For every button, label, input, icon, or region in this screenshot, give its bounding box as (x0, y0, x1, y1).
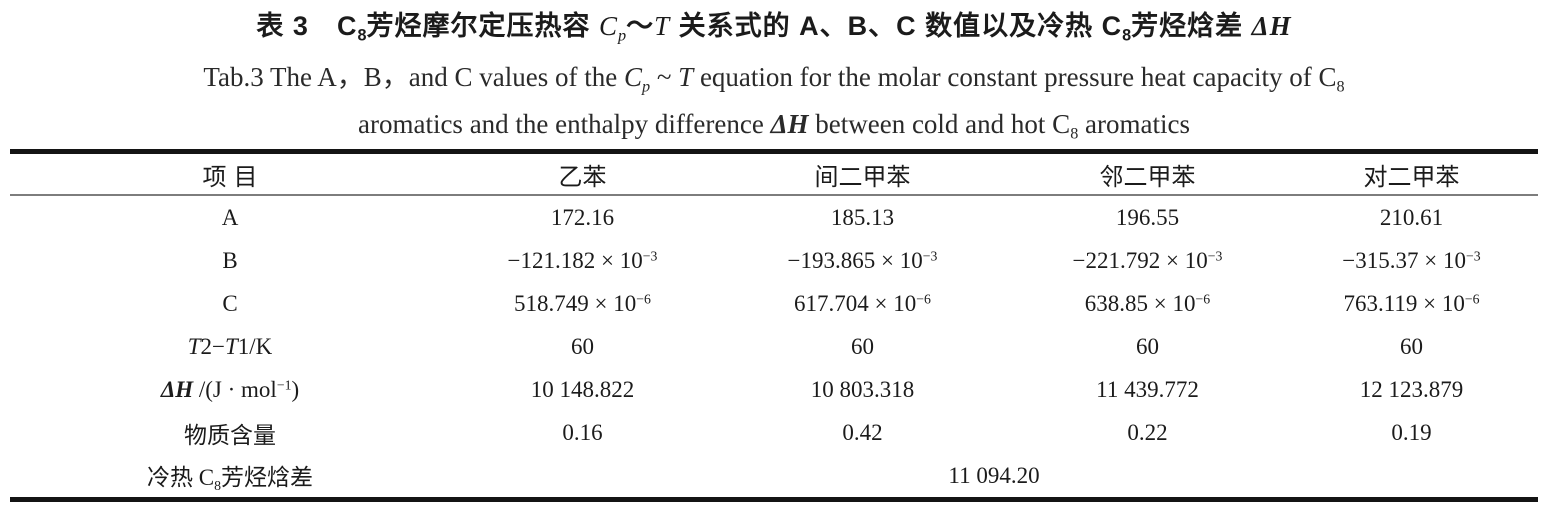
value-cell: 763.119 × 10−6 (1343, 290, 1480, 316)
value-cell: 0.19 (1391, 419, 1432, 445)
row-label: C (222, 290, 238, 316)
value-cell: −221.792 × 10−3 (1072, 247, 1223, 273)
table-row-c: C 518.749 × 10−6 617.704 × 10−6 638.85 ×… (10, 282, 1538, 325)
value-cell: −121.182 × 10−3 (507, 247, 658, 273)
value-cell: 10 148.822 (530, 376, 635, 402)
column-header-m-xylene: 间二甲苯 (814, 164, 911, 191)
value-cell: 11 439.772 (1096, 376, 1199, 402)
value-cell: 210.61 (1379, 204, 1444, 230)
table-row-content-fraction: 物质含量 0.16 0.42 0.22 0.19 (10, 411, 1538, 454)
column-header-ethylbenzene: 乙苯 (558, 164, 607, 191)
row-label: T2−T1/K (187, 333, 273, 359)
value-cell: 0.42 (842, 419, 883, 445)
value-cell: 518.749 × 10−6 (514, 290, 651, 316)
column-header-p-xylene: 对二甲苯 (1363, 164, 1460, 191)
table-title-en-line2: aromatics and the enthalpy difference ΔH… (357, 109, 1190, 143)
value-cell: 12 123.879 (1359, 376, 1464, 402)
table-row-enthalpy: ΔH /(J · mol−1) 10 148.822 10 803.318 11… (10, 368, 1538, 411)
value-cell: 60 (571, 333, 594, 359)
header-row: 项目 乙苯 间二甲苯 邻二甲苯 对二甲苯 (10, 152, 1538, 195)
row-label: 冷热 C8芳烃焓差 (147, 464, 313, 493)
value-cell: 638.85 × 10−6 (1084, 290, 1211, 316)
value-cell: 60 (1400, 333, 1423, 359)
table-row-total-enthalpy-difference: 冷热 C8芳烃焓差 11 094.20 (10, 454, 1538, 500)
row-label: B (222, 247, 238, 273)
column-header-item: 项目 (202, 164, 265, 191)
value-cell: −193.865 × 10−3 (787, 247, 938, 273)
value-cell: 0.16 (562, 419, 603, 445)
aromatics-heat-capacity-table: 项目 乙苯 间二甲苯 邻二甲苯 对二甲苯 A 172.16 185.13 196… (10, 149, 1538, 502)
value-cell: 172.16 (550, 204, 615, 230)
row-label: A (221, 204, 239, 230)
value-cell: 60 (851, 333, 874, 359)
value-cell: 617.704 × 10−6 (794, 290, 931, 316)
table-row-a: A 172.16 185.13 196.55 210.61 (10, 195, 1538, 239)
merged-value-cell: 11 094.20 (948, 462, 1040, 488)
table-title-en-line1: Tab.3 The A，B，and C values of the Cp ~ T… (203, 62, 1345, 96)
value-cell: 10 803.318 (810, 376, 915, 402)
value-cell: −315.37 × 10−3 (1342, 247, 1481, 273)
value-cell: 196.55 (1115, 204, 1180, 230)
row-label: ΔH /(J · mol−1) (160, 376, 300, 402)
row-label: 物质含量 (184, 422, 276, 448)
table-row-b: B −121.182 × 10−3 −193.865 × 10−3 −221.7… (10, 239, 1538, 282)
table-row-temperature-difference: T2−T1/K 60 60 60 60 (10, 325, 1538, 368)
table-title-zh: 表 3 C8芳烃摩尔定压热容 Cp～T 关系式的 A、B、C 数值以及冷热 C8… (256, 11, 1292, 45)
value-cell: 0.22 (1127, 419, 1168, 445)
value-cell: 185.13 (830, 204, 895, 230)
column-header-o-xylene: 邻二甲苯 (1099, 164, 1196, 191)
value-cell: 60 (1136, 333, 1159, 359)
